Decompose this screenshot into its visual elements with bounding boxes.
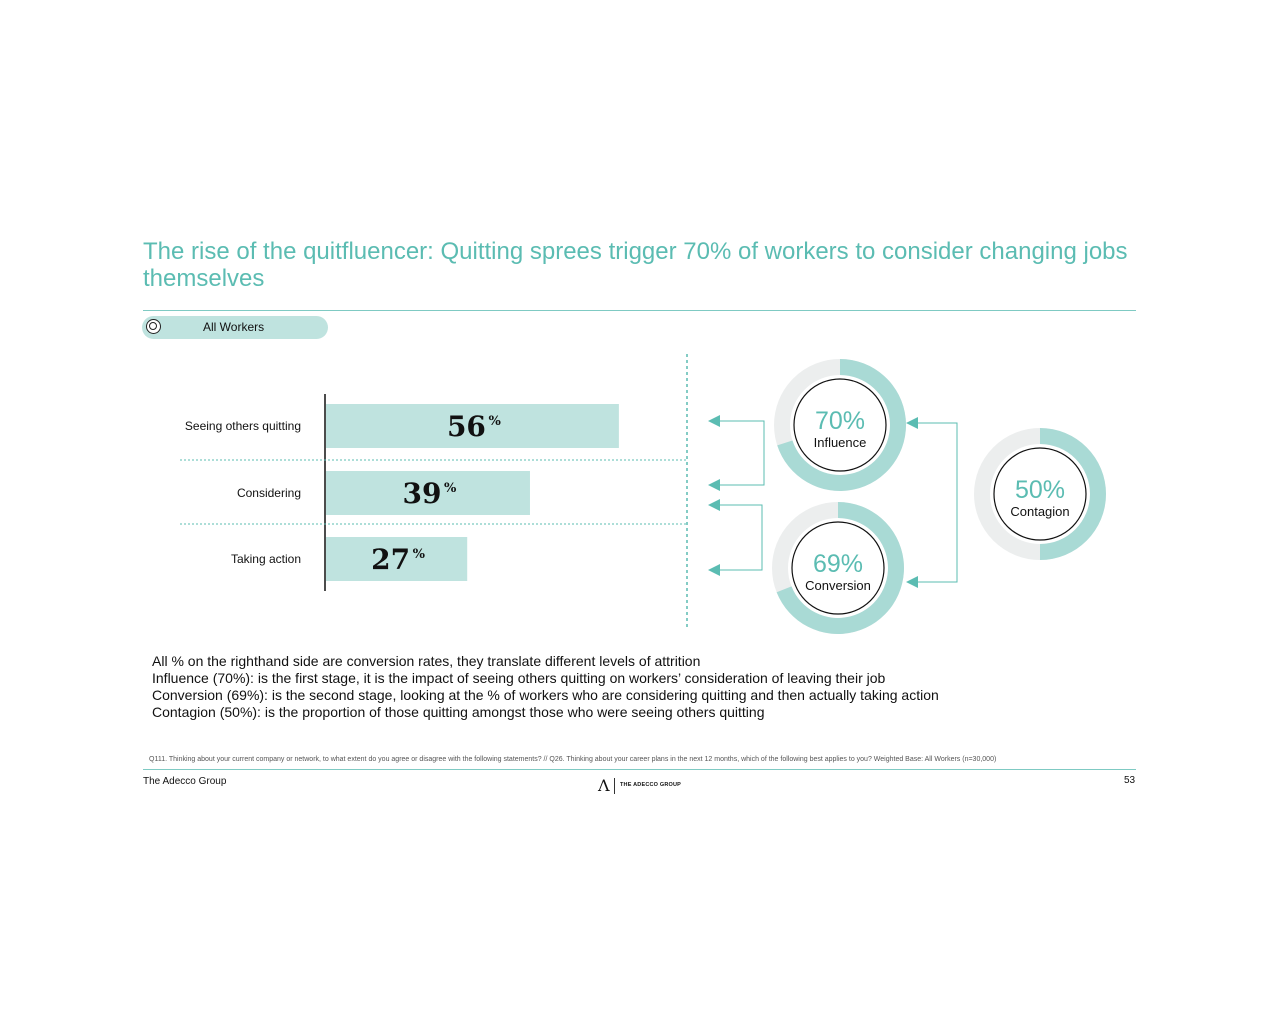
page-number: 53	[1124, 775, 1136, 786]
donut-value-influence: 70%	[815, 407, 865, 435]
bar-value-label: 27	[371, 543, 410, 576]
donut-center-conversion	[791, 521, 885, 615]
logo-text: THE ADECCO GROUP	[620, 782, 682, 788]
conversion-arrow-top	[708, 499, 720, 511]
donut-center-influence	[793, 378, 887, 472]
donut-center-contagion	[993, 447, 1087, 541]
adecco-a-icon: Λ	[598, 776, 610, 795]
bar-value-label: 56	[447, 410, 486, 443]
explanation-notes: All % on the righthand side are conversi…	[152, 653, 939, 721]
bar-unit-label: %	[488, 414, 501, 429]
conversion-arrow-bottom	[708, 564, 720, 576]
bar-seeing-others-quitting	[326, 404, 619, 448]
audience-filter-label: All Workers	[203, 320, 265, 334]
donut-label-influence: Influence	[814, 435, 867, 450]
source-footnote: Q111. Thinking about your current compan…	[149, 756, 997, 763]
donut-label-conversion: Conversion	[805, 578, 871, 593]
bar-category-label: Seeing others quitting	[185, 419, 301, 433]
contagion-connector	[918, 422, 958, 583]
bar-considering	[326, 471, 530, 515]
note-line: Influence (70%): is the first stage, it …	[152, 670, 886, 686]
note-line: All % on the righthand side are conversi…	[152, 653, 701, 669]
donut-label-contagion: Contagion	[1010, 504, 1069, 519]
donut-value-conversion: 69%	[813, 550, 863, 578]
contagion-arrow-top	[906, 417, 918, 429]
donut-value-contagion: 50%	[1015, 476, 1065, 504]
bar-category-label: Taking action	[231, 552, 301, 566]
logo-divider	[614, 778, 615, 794]
bar-value-label: 39	[403, 477, 442, 510]
footer-company: The Adecco Group	[143, 776, 227, 787]
conversion-connector	[720, 504, 763, 571]
influence-arrow-bottom	[708, 479, 720, 491]
influence-arrow-top	[708, 415, 720, 427]
footer-divider	[143, 769, 1136, 770]
note-line: Contagion (50%): is the proportion of th…	[152, 704, 765, 720]
contagion-arrow-bottom	[906, 576, 918, 588]
influence-connector	[720, 420, 765, 486]
donut-slice-contagion	[1040, 428, 1106, 560]
bar-taking-action	[326, 537, 468, 581]
page-title: The rise of the quitfluencer: Quitting s…	[143, 238, 1128, 292]
title-divider	[143, 310, 1136, 311]
note-line: Conversion (69%): is the second stage, l…	[152, 687, 939, 703]
bar-unit-label: %	[413, 547, 426, 562]
audience-filter-pill[interactable]: All Workers	[142, 316, 328, 339]
bar-category-label: Considering	[237, 486, 301, 500]
radio-target-icon	[146, 319, 161, 334]
bar-unit-label: %	[444, 481, 457, 496]
